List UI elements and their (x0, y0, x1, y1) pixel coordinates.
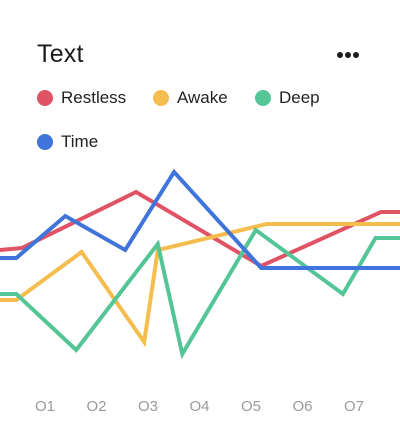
legend-label: Awake (177, 88, 228, 107)
x-tick-label: O6 (292, 398, 312, 415)
legend-item-deep[interactable]: Deep (255, 86, 320, 110)
x-tick-label: O4 (189, 398, 209, 415)
legend-label: Deep (279, 88, 320, 107)
x-tick-label: O1 (35, 398, 55, 415)
more-options-button[interactable] (330, 40, 366, 70)
legend-dot-restless (37, 90, 53, 106)
series-line-time (0, 168, 400, 270)
series-line-deep (0, 227, 400, 360)
series-layer (0, 168, 400, 360)
series-line-awake (0, 222, 400, 348)
more-horizontal-icon (337, 52, 359, 58)
legend-item-awake[interactable]: Awake (153, 86, 228, 110)
legend-item-time[interactable]: Time (37, 130, 98, 154)
card-title: Text (37, 40, 84, 68)
legend-label: Time (61, 132, 99, 151)
x-tick-label: O5 (241, 398, 261, 415)
legend-dot-time (37, 134, 53, 150)
legend-item-restless[interactable]: Restless (37, 86, 126, 110)
x-tick-label: O2 (86, 398, 106, 415)
legend-dot-deep (255, 90, 271, 106)
x-axis-ticks: O1 O2 O3 O4 O5 O6 O7 (35, 398, 364, 415)
x-tick-label: O3 (138, 398, 158, 415)
legend-label: Restless (61, 88, 127, 107)
series-line-restless (0, 189, 400, 269)
legend-dot-awake (153, 90, 169, 106)
x-tick-label: O7 (344, 398, 364, 415)
